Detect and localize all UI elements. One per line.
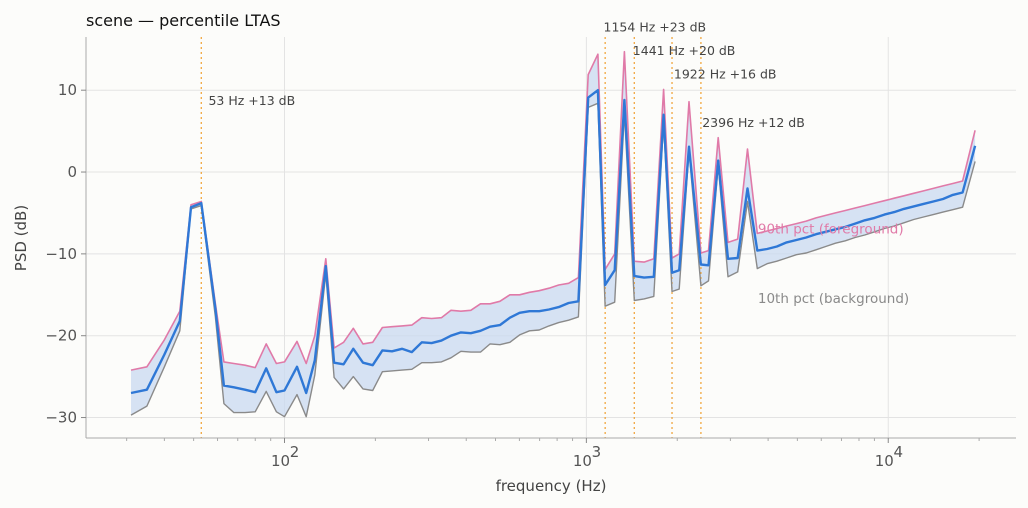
series-line-10th-pct bbox=[130, 102, 976, 418]
peak-annotations: 53 Hz +13 dB 1154 Hz +23 dB 1441 Hz +20 dB… bbox=[208, 19, 804, 130]
series-label: 10th pct (background) bbox=[758, 291, 909, 307]
series-labels: 90th pct (foreground) 10th pct (backgroun… bbox=[758, 221, 909, 307]
x-tick-exponent: 3 bbox=[592, 443, 602, 461]
chart-title: scene — percentile LTAS bbox=[86, 11, 281, 30]
peak-annotation-label: 1154 Hz +23 dB bbox=[604, 19, 707, 34]
x-tick-label: 10 bbox=[875, 452, 894, 470]
x-tick-exponent: 4 bbox=[893, 443, 903, 461]
series-label: 90th pct (foreground) bbox=[758, 221, 904, 237]
peak-annotation-label: 1441 Hz +20 dB bbox=[633, 43, 736, 58]
percentile-band bbox=[131, 51, 976, 417]
peak-annotation-label: 1922 Hz +16 dB bbox=[674, 67, 777, 82]
axes-spines bbox=[85, 37, 1016, 439]
peak-annotation-label: 53 Hz +13 dB bbox=[208, 93, 295, 108]
series-line-median bbox=[130, 88, 977, 395]
grid bbox=[86, 37, 1016, 438]
series-line-90th-pct bbox=[130, 50, 976, 371]
y-tick-label: −30 bbox=[45, 409, 77, 427]
y-tick-label: 0 bbox=[67, 163, 77, 181]
x-tick-label: 10 bbox=[573, 452, 592, 470]
x-tick-label: 10 bbox=[271, 452, 290, 470]
x-tick-exponent: 2 bbox=[290, 443, 300, 461]
y-axis-label: PSD (dB) bbox=[12, 205, 30, 271]
percentile-band-fill bbox=[131, 51, 976, 417]
y-tick-label: −20 bbox=[45, 327, 77, 345]
x-axis-label: frequency (Hz) bbox=[496, 477, 607, 495]
peak-annotation-label: 2396 Hz +12 dB bbox=[702, 115, 805, 130]
y-ticks: −30 −20 −10 0 10 bbox=[45, 81, 86, 427]
y-tick-label: −10 bbox=[45, 245, 77, 263]
y-tick-label: 10 bbox=[58, 81, 77, 99]
x-ticks: 10 2 10 3 10 4 bbox=[126, 438, 980, 470]
peak-markers bbox=[200, 37, 702, 438]
series-lines bbox=[130, 50, 977, 418]
